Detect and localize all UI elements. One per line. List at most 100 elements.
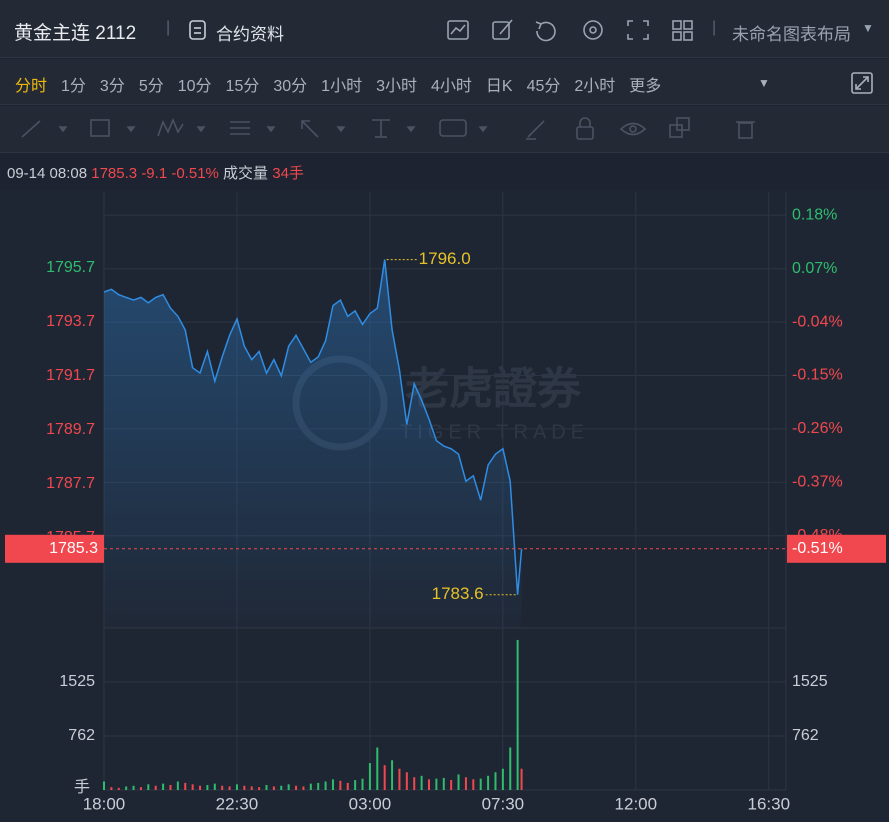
quote-change-pct: -0.51%: [171, 165, 219, 182]
dropdown-arrow[interactable]: ▼: [862, 21, 874, 35]
drawing-tools: [21, 117, 755, 140]
volume-bar: [265, 785, 268, 790]
volume-bar: [184, 782, 187, 790]
volume-bar: [361, 778, 364, 790]
delete-tool[interactable]: [736, 121, 755, 139]
draw-icon[interactable]: [492, 19, 513, 40]
timeframe-tab[interactable]: 更多: [629, 78, 662, 95]
timeframe-tab[interactable]: 5分: [138, 78, 164, 95]
volume-bar: [302, 786, 305, 790]
timeframe-tab[interactable]: 日K: [485, 78, 513, 95]
undo-icon[interactable]: [535, 21, 556, 42]
x-tick-label: 22:30: [216, 794, 259, 813]
timeframe-tab[interactable]: 分时: [15, 78, 48, 95]
separator: |: [166, 19, 171, 36]
last-price-tag: [5, 534, 104, 563]
y2-tick-label: -0.26%: [792, 420, 843, 437]
settings-icon[interactable]: [583, 20, 603, 40]
timeframe-tab[interactable]: 15分: [225, 78, 260, 95]
line-tool[interactable]: [21, 120, 68, 138]
y2-tick-label: -0.37%: [792, 474, 843, 491]
separator: |: [712, 19, 717, 36]
volume-bar: [228, 786, 231, 790]
volume-bar: [250, 786, 253, 790]
quote-line: 09-14 08:08 1785.3 -9.1 -0.51% 成交量 34手: [7, 162, 304, 183]
volume-tick-label: 1525: [792, 673, 828, 690]
timeframe-tab[interactable]: 1分: [61, 78, 86, 95]
timeframe-bar: 分时 1分 3分 5分 10分 15分 30分 1小时 3小时 4小时 日K 45分 2小时 更多 ▼: [0, 59, 889, 105]
last-pct-label: -0.51%: [792, 540, 843, 557]
timeframe-tab[interactable]: 3小时: [376, 78, 417, 95]
price-line: [103, 259, 523, 595]
price-area: [104, 259, 522, 628]
rect-tool[interactable]: [90, 119, 136, 137]
quote-volume: 34手: [272, 165, 304, 182]
timeframe-tab[interactable]: 4小时: [430, 78, 472, 95]
volume-bar: [368, 763, 371, 790]
timeframe-tab[interactable]: 2小时: [574, 78, 616, 95]
y2-tick-label: -0.04%: [792, 313, 843, 330]
volume-bar: [405, 772, 408, 790]
timeframe-tabs: 分时 1分 3分 5分 10分 15分 30分 1小时 3小时 4小时 日K 45分 2小时 更多: [15, 72, 675, 96]
arrow-tool[interactable]: [301, 120, 346, 138]
last-price-label: 1785.3: [49, 540, 98, 557]
contract-info[interactable]: 合约资料: [216, 25, 284, 44]
volume-bar: [258, 787, 261, 790]
volume-bar: [339, 780, 342, 790]
volume-bar: [509, 747, 512, 790]
layout-icon[interactable]: [672, 20, 693, 41]
volume-bar: [199, 785, 202, 790]
timeframe-tab[interactable]: 30分: [273, 78, 308, 95]
pattern-tool[interactable]: [157, 117, 206, 137]
expand-icon[interactable]: [850, 71, 874, 95]
volume-unit: 手: [74, 778, 90, 796]
timeframe-tab[interactable]: 3分: [99, 78, 125, 95]
fib-tool[interactable]: [230, 121, 276, 135]
volume-bar: [457, 774, 460, 790]
drawing-toolbar: [0, 106, 889, 153]
volume-bar: [435, 778, 438, 790]
doc-icon[interactable]: [188, 19, 208, 41]
timeframe-tab[interactable]: 10分: [177, 78, 212, 95]
volume-bar: [516, 639, 519, 790]
timeframe-tab[interactable]: 45分: [526, 78, 561, 95]
volume-bar: [420, 775, 423, 790]
eye-tool[interactable]: [619, 122, 647, 136]
volume-bar: [154, 785, 157, 790]
y2-tick-label: 0.18%: [792, 207, 837, 224]
volume-bar: [520, 768, 523, 790]
dropdown-arrow[interactable]: ▼: [758, 76, 770, 90]
volume-bar: [213, 783, 216, 790]
volume-bar: [295, 785, 298, 790]
volume-bar: [450, 780, 453, 790]
y2-tick-label: 0.07%: [792, 260, 837, 277]
indicator-icon[interactable]: [447, 20, 469, 40]
volume-bar: [442, 777, 445, 790]
volume-bar: [235, 784, 238, 790]
volume-tick-label: 762: [68, 727, 95, 744]
annotation-label: 1783.6: [432, 584, 484, 603]
volume-bar: [398, 768, 401, 790]
volume-bar: [191, 784, 194, 790]
volume-bar: [501, 768, 504, 790]
x-tick-label: 07:30: [482, 794, 525, 813]
layout-name[interactable]: 未命名图表布局: [732, 25, 851, 44]
y-tick-label: 1795.7: [46, 259, 95, 276]
symbol[interactable]: 黄金主连 2112: [14, 23, 137, 44]
volume-bar: [487, 775, 490, 790]
measure-tool[interactable]: [372, 119, 416, 138]
text-tool[interactable]: [439, 119, 488, 137]
volume-bar: [309, 783, 312, 790]
y-tick-label: 1793.7: [46, 313, 95, 330]
volume-tick-label: 1525: [59, 673, 95, 690]
layers-tool[interactable]: [669, 117, 690, 138]
volume-bar: [287, 784, 290, 790]
last-pct-tag: [787, 534, 886, 563]
timeframe-tab[interactable]: 1小时: [321, 78, 363, 95]
volume-bar: [494, 772, 497, 790]
x-tick-label: 03:00: [349, 794, 392, 813]
brush-tool[interactable]: [526, 120, 545, 140]
volume-bar: [272, 786, 275, 790]
fullscreen-icon[interactable]: [627, 20, 649, 40]
lock-tool[interactable]: [576, 117, 594, 140]
